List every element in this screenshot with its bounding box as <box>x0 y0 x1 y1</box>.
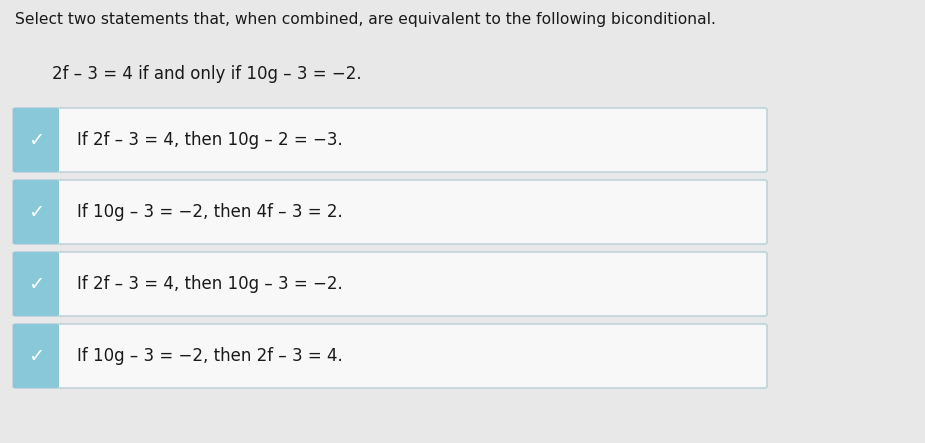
FancyBboxPatch shape <box>13 324 767 388</box>
Text: If 2f – 3 = 4, then 10g – 3 = −2.: If 2f – 3 = 4, then 10g – 3 = −2. <box>77 275 343 293</box>
FancyBboxPatch shape <box>13 324 59 388</box>
FancyBboxPatch shape <box>13 180 767 244</box>
Text: ✓: ✓ <box>28 131 44 149</box>
Text: If 10g – 3 = −2, then 4f – 3 = 2.: If 10g – 3 = −2, then 4f – 3 = 2. <box>77 203 343 221</box>
Text: ✓: ✓ <box>28 346 44 365</box>
FancyBboxPatch shape <box>13 180 59 244</box>
Text: ✓: ✓ <box>28 275 44 294</box>
Text: If 2f – 3 = 4, then 10g – 2 = −3.: If 2f – 3 = 4, then 10g – 2 = −3. <box>77 131 343 149</box>
FancyBboxPatch shape <box>13 252 767 316</box>
FancyBboxPatch shape <box>13 108 767 172</box>
Text: If 10g – 3 = −2, then 2f – 3 = 4.: If 10g – 3 = −2, then 2f – 3 = 4. <box>77 347 343 365</box>
Text: ✓: ✓ <box>28 202 44 222</box>
Text: 2f – 3 = 4 if and only if 10g – 3 = −2.: 2f – 3 = 4 if and only if 10g – 3 = −2. <box>52 65 362 83</box>
FancyBboxPatch shape <box>13 252 59 316</box>
FancyBboxPatch shape <box>13 108 59 172</box>
Text: Select two statements that, when combined, are equivalent to the following bicon: Select two statements that, when combine… <box>15 12 716 27</box>
